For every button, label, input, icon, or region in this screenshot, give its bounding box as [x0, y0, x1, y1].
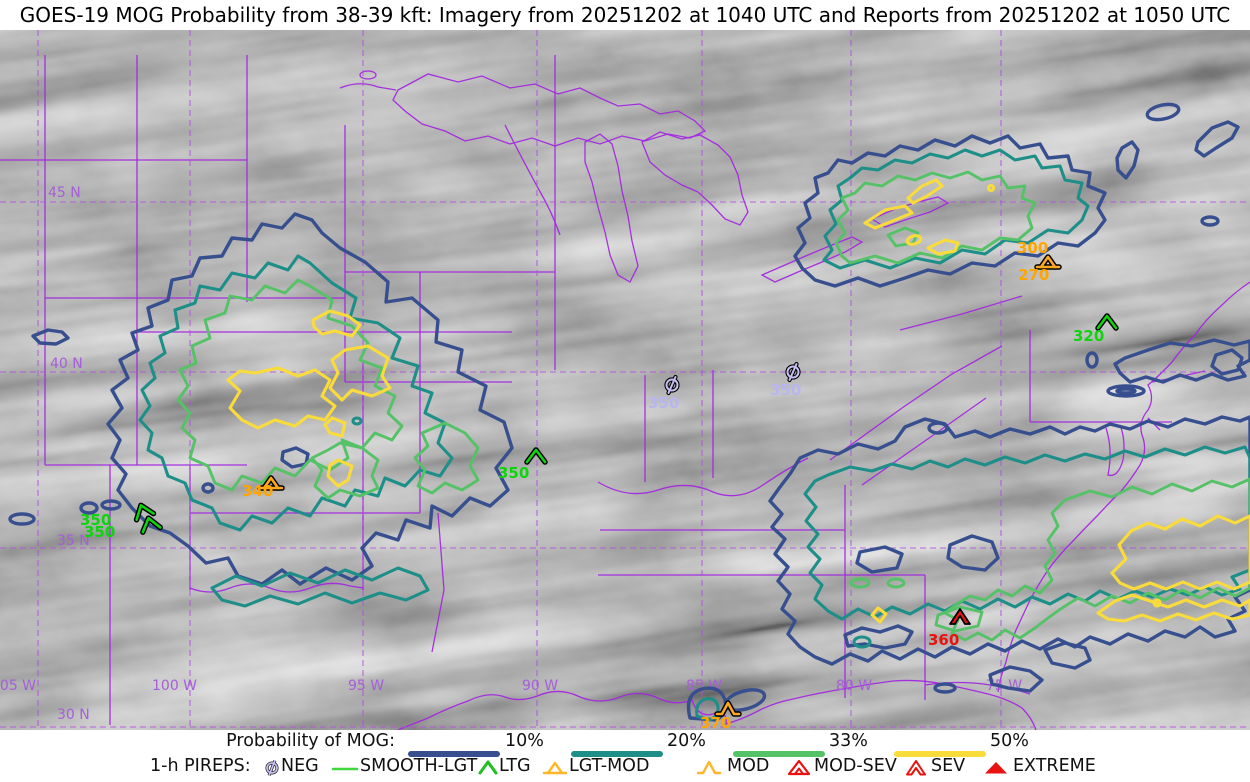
mod-label: MOD — [727, 756, 770, 776]
grid-label-100w: 100 W — [152, 678, 197, 694]
extreme-icon — [982, 759, 1010, 781]
neg-pirep-icon — [667, 377, 678, 393]
mod-icon — [696, 759, 722, 781]
prob-50-swatch — [894, 742, 986, 761]
grid-label-30n: 30 N — [57, 707, 90, 723]
probability-legend-title: Probability of MOG: — [226, 731, 395, 751]
grid-label-80w: 80 W — [836, 678, 872, 694]
legend: Probability of MOG: 10% 20% 33% 50% 1-h … — [0, 730, 1250, 782]
extreme-label: EXTREME — [1013, 756, 1096, 776]
prob-10-label: 10% — [505, 731, 544, 751]
grid-label-40n: 40 N — [50, 356, 83, 372]
pirep-fl-label: 270 — [1018, 266, 1049, 284]
contours-33pct — [176, 170, 1250, 642]
prob-33-swatch — [733, 742, 825, 761]
grid-label-95w: 95 W — [348, 678, 384, 694]
smooth-lgt-label: SMOOTH-LGT — [360, 756, 478, 776]
smooth-lgt-icon — [331, 759, 359, 781]
ltg-label: LTG — [499, 756, 531, 776]
pirep-markers: 350 350 340 350 350 350 300 270 320 360 … — [80, 239, 1116, 732]
contours-10pct — [8, 102, 1250, 722]
grid-label-105w: 105 W — [0, 678, 36, 694]
sev-icon — [904, 759, 928, 781]
neg-icon — [262, 759, 282, 781]
pireps-legend-title: 1-h PIREPS: — [150, 756, 251, 776]
neg-pirep-icon — [788, 364, 799, 380]
sev-label: SEV — [931, 756, 966, 776]
mod-sev-label: MOD-SEV — [814, 756, 897, 776]
ltg-icon — [478, 759, 498, 781]
pirep-fl-label: 340 — [242, 482, 273, 500]
pirep-fl-label: 350 — [770, 381, 801, 399]
prob-50-label: 50% — [990, 731, 1029, 751]
pirep-fl-label: 300 — [1017, 239, 1048, 257]
contours-50pct — [226, 178, 1250, 624]
prob-10-swatch — [408, 742, 500, 761]
contours-20pct — [138, 148, 1250, 722]
geography-borders — [0, 55, 1250, 731]
lgt-mod-label: LGT-MOD — [569, 756, 650, 776]
mod-sev-icon — [786, 759, 812, 781]
grid-label-45n: 45 N — [48, 185, 81, 201]
pirep-fl-label: 370 — [700, 714, 731, 730]
pirep-fl-label: 350 — [498, 464, 529, 482]
prob-20-label: 20% — [667, 731, 706, 751]
pirep-fl-label: 350 — [84, 523, 115, 541]
pirep-fl-label: 360 — [928, 631, 959, 649]
grid-label-35n: 35 N — [57, 533, 90, 549]
lgt-mod-icon — [542, 759, 568, 781]
pirep-fl-label: 350 — [80, 511, 111, 529]
page-title: GOES-19 MOG Probability from 38-39 kft: … — [19, 3, 1231, 27]
pirep-fl-label: 350 — [648, 394, 679, 412]
prob-33-label: 33% — [829, 731, 868, 751]
prob-20-swatch — [571, 742, 663, 761]
grid-label-90w: 90 W — [522, 678, 558, 694]
neg-label: NEG — [281, 756, 319, 776]
pirep-fl-label: 320 — [1073, 327, 1104, 345]
